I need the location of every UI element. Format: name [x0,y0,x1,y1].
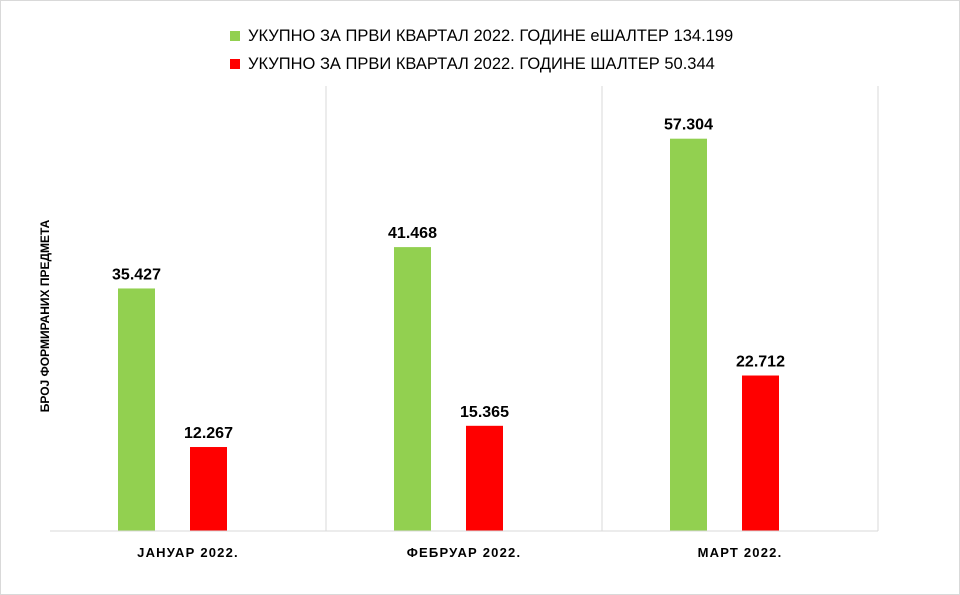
data-label-1-1: 15.365 [460,404,509,421]
legend-label-eshalter: УКУПНО ЗА ПРВИ КВАРТАЛ 2022. ГОДИНЕ еШАЛ… [248,26,734,45]
x-tick-label-1: ФЕБРУАР 2022. [407,545,522,560]
data-label-1-2: 22.712 [736,354,785,371]
bar-0-0 [118,288,155,531]
bar-1-1 [466,425,503,531]
legend-swatch-eshalter [230,31,240,41]
bar-1-0 [190,447,227,531]
x-tick-label-2: МАРТ 2022. [698,545,783,560]
legend-item-eshalter: УКУПНО ЗА ПРВИ КВАРТАЛ 2022. ГОДИНЕ еШАЛ… [230,22,733,50]
data-label-1-0: 12.267 [184,425,233,442]
legend-label-shalter: УКУПНО ЗА ПРВИ КВАРТАЛ 2022. ГОДИНЕ ШАЛТ… [248,54,715,73]
bar-0-2 [670,138,707,532]
x-tick-label-0: ЈАНУАР 2022. [137,545,239,560]
data-label-0-0: 35.427 [112,266,161,283]
data-label-0-2: 57.304 [664,117,713,134]
legend-item-shalter: УКУПНО ЗА ПРВИ КВАРТАЛ 2022. ГОДИНЕ ШАЛТ… [230,50,733,78]
legend-swatch-shalter [230,59,240,69]
legend: УКУПНО ЗА ПРВИ КВАРТАЛ 2022. ГОДИНЕ еШАЛ… [230,22,733,78]
bar-0-1 [394,247,431,531]
bar-1-2 [742,375,779,531]
data-label-0-1: 41.468 [388,225,437,242]
